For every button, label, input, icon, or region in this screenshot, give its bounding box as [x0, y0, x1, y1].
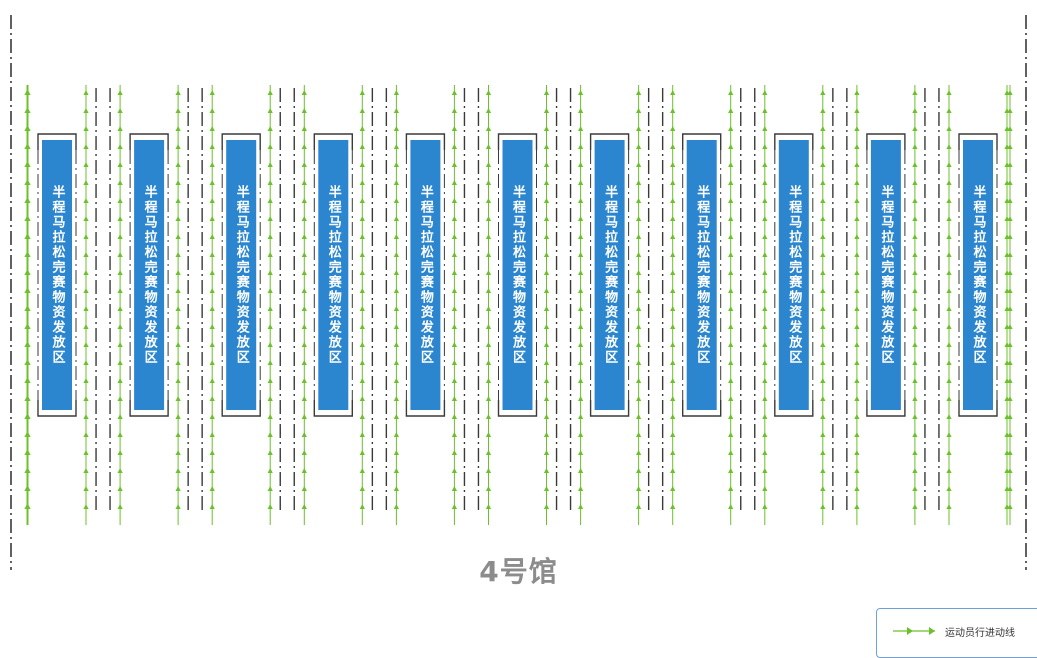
- distribution-zone: [502, 140, 533, 410]
- zone-bracket-top: [866, 133, 906, 150]
- zone-bracket-top: [958, 133, 998, 150]
- route-line: [1007, 85, 1013, 525]
- route-line: [946, 85, 952, 525]
- zone-bracket-top: [129, 133, 169, 150]
- hall-title: 4号馆: [479, 555, 558, 588]
- distribution-zone: [778, 140, 809, 410]
- zone-bracket-top: [221, 133, 261, 150]
- zone-label: 半程马拉松完赛物资发放区: [970, 185, 986, 365]
- route-line: [820, 85, 826, 525]
- distribution-zone: [870, 140, 901, 410]
- zone-label: 半程马拉松完赛物资发放区: [141, 185, 157, 365]
- route-line: [543, 85, 550, 525]
- route-line: [24, 85, 30, 525]
- zone-bracket-top: [313, 133, 353, 150]
- route-line: [267, 85, 273, 525]
- distribution-zone: [594, 140, 625, 410]
- zone-bracket-bottom: [405, 400, 446, 417]
- zone-label: 半程马拉松完赛物资发放区: [325, 185, 341, 365]
- zone-label: 半程马拉松完赛物资发放区: [878, 185, 894, 365]
- route-line: [175, 85, 181, 525]
- zone-bracket-bottom: [958, 400, 998, 417]
- zone-bracket-bottom: [313, 400, 353, 417]
- distribution-zone: [226, 140, 257, 410]
- route-line: [117, 85, 123, 525]
- zone-label: 半程马拉松完赛物资发放区: [602, 185, 618, 365]
- zone-label: 半程马拉松完赛物资发放区: [694, 185, 710, 365]
- zone-bracket-bottom: [221, 400, 261, 417]
- zone-bracket-bottom: [497, 400, 538, 417]
- route-line: [359, 85, 365, 525]
- route-line: [854, 85, 860, 525]
- zone-label: 半程马拉松完赛物资发放区: [49, 185, 65, 365]
- hall-walls: [10, 15, 1027, 570]
- distribution-zones: [42, 140, 993, 410]
- route-line: [83, 85, 89, 525]
- route-line: [301, 85, 307, 525]
- route-line: [485, 85, 492, 525]
- route-arrow-icon: [893, 627, 935, 635]
- distribution-zone: [134, 140, 165, 410]
- route-line: [636, 85, 642, 525]
- zone-label: 半程马拉松完赛物资发放区: [233, 185, 249, 365]
- route-line: [209, 85, 215, 525]
- zone-bracket-top: [497, 133, 538, 150]
- zone-label: 半程马拉松完赛物资发放区: [510, 185, 525, 365]
- distribution-zone: [410, 140, 441, 410]
- legend-label: 运动员行进动线: [945, 628, 1015, 639]
- zone-bracket-bottom: [37, 400, 77, 417]
- zone-bracket-bottom: [866, 400, 906, 417]
- zone-bracket-bottom: [129, 400, 169, 417]
- distribution-zone: [318, 140, 349, 410]
- zone-bracket-top: [405, 133, 446, 150]
- distribution-zone: [963, 140, 993, 410]
- athlete-routes: [24, 85, 1013, 525]
- queue-barriers: [37, 88, 998, 512]
- zone-bracket-bottom: [682, 400, 722, 417]
- zone-label: 半程马拉松完赛物资发放区: [786, 185, 802, 365]
- route-line: [25, 85, 31, 525]
- zone-label: 半程马拉松完赛物资发放区: [417, 185, 433, 365]
- route-line: [728, 85, 734, 525]
- distribution-zone: [686, 140, 717, 410]
- route-line: [1004, 85, 1010, 525]
- legend: 运动员行进动线: [876, 608, 1037, 658]
- route-line: [451, 85, 457, 525]
- route-line: [393, 85, 399, 525]
- zone-bracket-bottom: [774, 400, 814, 417]
- route-line: [762, 85, 768, 525]
- zone-bracket-top: [682, 133, 722, 150]
- route-line: [670, 85, 676, 525]
- zone-bracket-top: [774, 133, 814, 150]
- route-line: [578, 85, 584, 525]
- distribution-zone: [42, 140, 72, 410]
- zone-bracket-bottom: [589, 400, 630, 417]
- zone-bracket-top: [37, 133, 77, 150]
- route-line: [912, 85, 918, 525]
- zone-bracket-top: [589, 133, 630, 150]
